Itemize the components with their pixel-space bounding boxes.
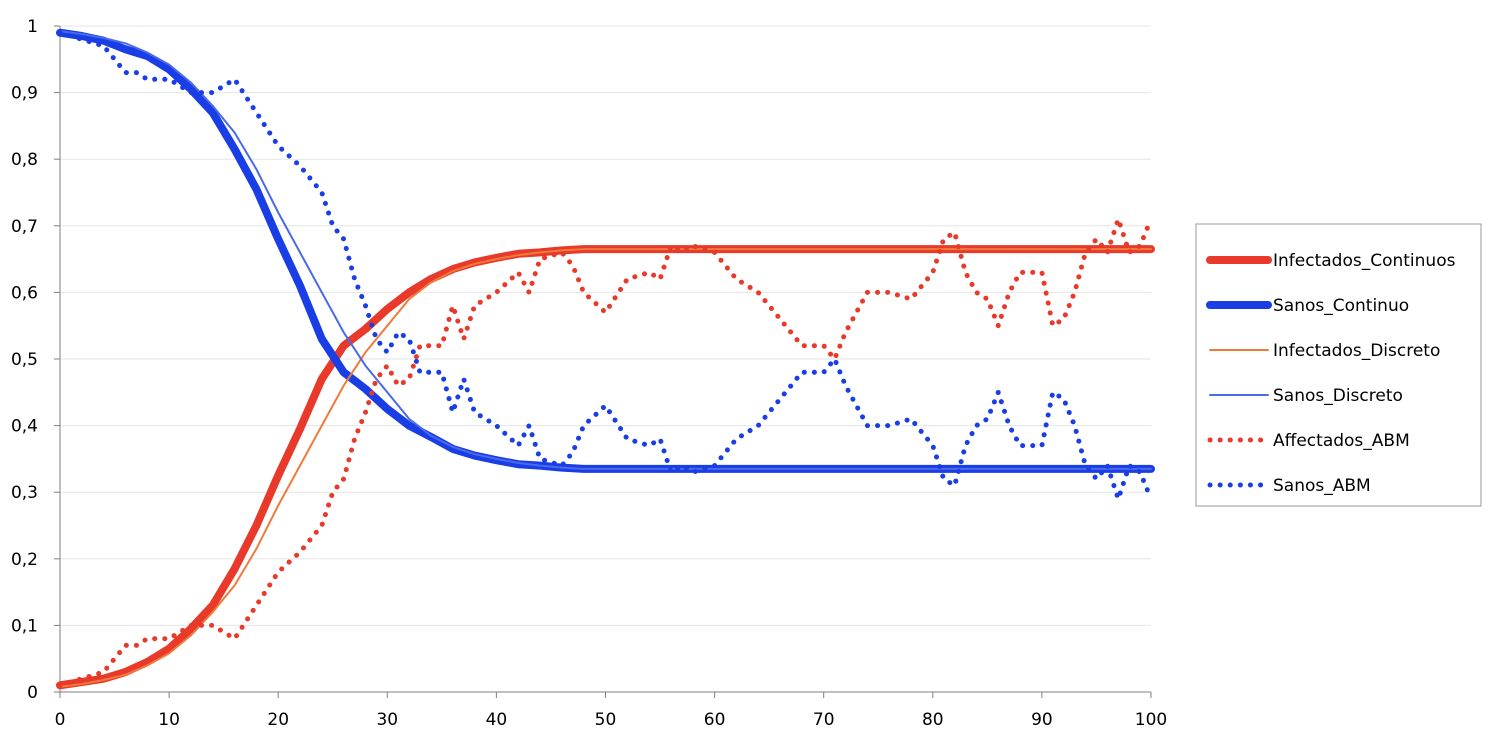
series-line-sanos-continuo — [56, 28, 1155, 473]
legend-label: Sanos_Continuo — [1273, 296, 1409, 316]
x-tick-label: 40 — [486, 710, 508, 730]
series-line-affectados-abm — [57, 216, 1154, 688]
x-tick-label: 10 — [158, 710, 180, 730]
legend-label: Sanos_ABM — [1273, 476, 1371, 496]
y-tick-label: 0,4 — [11, 417, 38, 437]
y-tick-label: 0,8 — [11, 150, 38, 170]
x-axis-ticks: 0 10 20 30 40 50 60 70 80 90 100 — [55, 692, 1167, 730]
x-tick-label: 20 — [267, 710, 289, 730]
x-tick-label: 90 — [1031, 710, 1053, 730]
x-tick-label: 50 — [595, 710, 617, 730]
x-tick-label: 100 — [1135, 710, 1167, 730]
y-tick-label: 0,2 — [11, 550, 38, 570]
y-tick-label: 0 — [27, 683, 38, 703]
legend: Infectados_Continuos Sanos_Continuo Infect… — [1195, 223, 1482, 507]
y-tick-label: 1 — [27, 17, 38, 37]
legend-label: Infectados_Continuos — [1273, 251, 1456, 271]
y-axis-ticks: 0 0,1 0,2 0,3 0,4 0,5 0,6 0,7 0,8 0,9 1 — [11, 17, 60, 703]
x-tick-label: 0 — [55, 710, 66, 730]
x-tick-label: 60 — [704, 710, 726, 730]
series-line-sanos-abm — [57, 30, 1154, 502]
y-tick-label: 0,7 — [11, 217, 38, 237]
legend-label: Affectados_ABM — [1273, 431, 1410, 451]
series-line-sanos-discreto — [59, 30, 1152, 470]
legend-label: Infectados_Discreto — [1273, 341, 1440, 361]
y-tick-label: 0,6 — [11, 283, 38, 303]
gridlines — [60, 25, 1151, 626]
y-tick-label: 0,5 — [11, 350, 38, 370]
series-line-infectados-discreto — [59, 248, 1152, 688]
series-lines — [56, 28, 1155, 690]
legend-label: Sanos_Discreto — [1273, 386, 1403, 406]
x-tick-label: 70 — [813, 710, 835, 730]
legend-box — [1195, 223, 1482, 507]
y-tick-label: 0,9 — [11, 84, 38, 104]
x-tick-label: 80 — [922, 710, 944, 730]
y-tick-label: 0,1 — [11, 616, 38, 636]
y-tick-label: 0,3 — [11, 483, 38, 503]
x-tick-label: 30 — [376, 710, 398, 730]
